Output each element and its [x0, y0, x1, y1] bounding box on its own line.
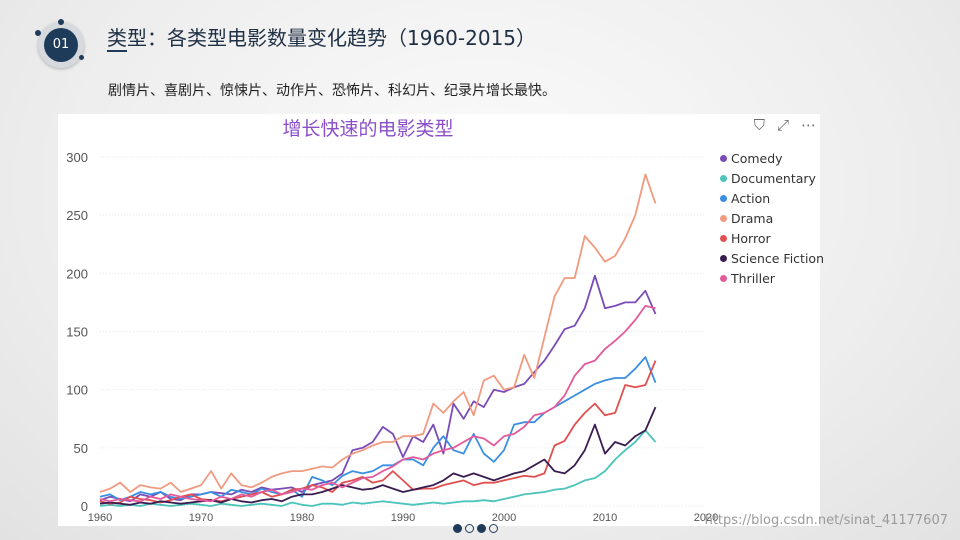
series-line-documentary — [99, 429, 657, 507]
y-tick-label: 100 — [66, 383, 88, 398]
pager-dot[interactable] — [453, 524, 462, 533]
pager-dot[interactable] — [489, 524, 498, 533]
x-tick-label: 1990 — [391, 512, 415, 524]
filter-icon[interactable]: ⛉ — [753, 116, 765, 134]
legend-label: Comedy — [731, 150, 783, 166]
series-line-science-fiction — [99, 406, 657, 506]
y-tick-label: 300 — [66, 150, 88, 165]
chart-legend: Comedy Documentary Action Drama Horror Scienc… — [720, 148, 824, 288]
legend-label: Drama — [731, 210, 774, 226]
badge-decor-dot — [35, 30, 41, 36]
legend-item[interactable]: Drama — [720, 208, 824, 228]
legend-item[interactable]: Thriller — [720, 268, 824, 288]
more-options-icon[interactable]: ⋯ — [801, 116, 816, 134]
y-tick-label: 0 — [81, 499, 88, 514]
series-line-horror — [99, 360, 657, 505]
x-tick-label: 1980 — [290, 512, 314, 524]
badge-decor-dot — [58, 19, 64, 25]
legend-label: Thriller — [731, 270, 775, 286]
x-tick-label: 2020 — [694, 512, 718, 524]
x-tick-label: 1960 — [88, 512, 112, 524]
legend-item[interactable]: Documentary — [720, 168, 824, 188]
legend-item[interactable]: Comedy — [720, 148, 824, 168]
slide-subtitle: 剧情片、喜剧片、惊悚片、动作片、恐怖片、科幻片、纪录片增长最快。 — [108, 83, 556, 99]
legend-marker — [720, 254, 727, 262]
series-line-action — [99, 356, 657, 502]
y-tick-label: 250 — [66, 208, 88, 223]
series-line-thriller — [99, 304, 656, 503]
x-tick-label: 1970 — [189, 512, 213, 524]
legend-item[interactable]: Horror — [720, 228, 824, 248]
chart-panel: ⛉ ⤢ ⋯ — [58, 114, 820, 526]
legend-label: Science Fiction — [731, 250, 824, 266]
series-line-drama — [99, 173, 657, 493]
slide-pager — [453, 524, 498, 533]
legend-label: Action — [731, 190, 771, 206]
legend-marker — [720, 194, 727, 202]
watermark: https://blog.csdn.net/sinat_41177607 — [704, 513, 948, 528]
legend-marker — [720, 274, 727, 282]
x-tick-label: 2000 — [492, 512, 516, 524]
legend-item[interactable]: Action — [720, 188, 824, 208]
x-tick-label: 2010 — [593, 512, 617, 524]
slide-title: 类型：各类型电影数量变化趋势（1960-2015） — [107, 26, 537, 50]
pager-dot[interactable] — [477, 524, 486, 533]
pager-dot[interactable] — [465, 524, 474, 533]
badge-decor-dot — [79, 55, 84, 60]
legend-marker — [720, 214, 727, 222]
y-tick-label: 50 — [74, 441, 88, 456]
chart-title: 增长快速的电影类型 — [282, 118, 454, 140]
badge-number: 01 — [44, 28, 78, 62]
y-tick-label: 150 — [66, 325, 88, 340]
y-tick-label: 200 — [66, 266, 88, 281]
legend-label: Documentary — [731, 170, 816, 186]
legend-marker — [720, 154, 727, 162]
legend-label: Horror — [731, 230, 771, 246]
title-underline — [107, 50, 127, 52]
legend-item[interactable]: Science Fiction — [720, 248, 824, 268]
focus-mode-icon[interactable]: ⤢ — [776, 116, 789, 134]
legend-marker — [720, 234, 727, 242]
panel-toolbar: ⛉ ⤢ ⋯ — [754, 116, 816, 134]
legend-marker — [720, 174, 727, 182]
slide-number-badge: 01 — [35, 19, 84, 68]
